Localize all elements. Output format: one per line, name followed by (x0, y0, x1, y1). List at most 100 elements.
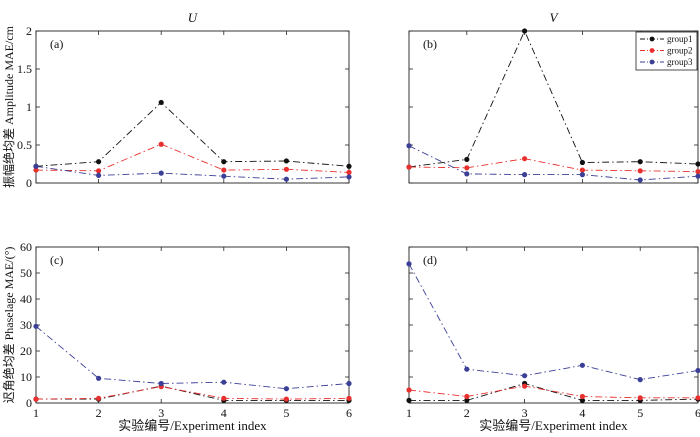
data-point-group3 (346, 174, 352, 180)
series-group3 (406, 261, 700, 383)
data-point-group1 (158, 99, 164, 106)
data-point-group3 (637, 377, 643, 383)
data-point-group2 (695, 169, 700, 175)
data-point-group2 (33, 167, 39, 173)
y-tick-label: 20 (20, 344, 32, 358)
data-point-group1 (695, 161, 700, 167)
data-point-group3 (96, 172, 102, 178)
data-point-group2 (221, 395, 227, 401)
column-title: V (550, 10, 560, 25)
series-line-group1 (36, 385, 349, 401)
y-tick-label: 0 (26, 176, 32, 190)
x-tick-label: 5 (637, 406, 643, 420)
series-line-group2 (408, 158, 699, 173)
panel-label: (d) (423, 253, 437, 267)
data-point-group1 (579, 397, 586, 403)
series-line-group2 (35, 143, 350, 173)
series-group2 (406, 383, 700, 401)
data-point-group2 (522, 156, 528, 162)
series-line-group3 (408, 145, 699, 181)
legend-marker (649, 36, 655, 42)
data-point-group3 (283, 386, 289, 392)
data-point-group1 (96, 159, 102, 165)
x-tick-label: 3 (158, 406, 164, 420)
data-point-group3 (158, 380, 164, 387)
data-point-group2 (579, 393, 586, 400)
y-tick-label: 0.5 (17, 138, 32, 152)
panel-d: 1 2 3 4 5 6 (d) 实验编号/Experiment index (406, 246, 700, 433)
data-point-group3 (33, 323, 39, 329)
data-point-group2 (522, 383, 528, 389)
series-group1 (33, 383, 352, 403)
data-point-group3 (464, 366, 470, 372)
data-point-group3 (221, 173, 227, 179)
x-tick-label: 1 (406, 406, 412, 420)
y-axis-label: 振幅绝均差 Amplitude MAE/cm (1, 25, 16, 188)
panel-label: (b) (423, 37, 437, 51)
data-point-group3 (346, 380, 352, 387)
panel-label: (a) (50, 37, 63, 51)
data-point-group3 (522, 172, 528, 178)
series-group1 (33, 99, 352, 169)
data-point-group1 (637, 159, 643, 165)
y-tick-label: 50 (20, 266, 32, 280)
legend-box (635, 31, 698, 71)
series-group1 (406, 380, 700, 403)
data-point-group2 (346, 395, 352, 401)
panel-c: 0 10 20 30 40 50 60 1 2 3 4 5 6 (c) 实验编号/Experiment in… (1, 240, 352, 433)
series-line-group1 (35, 101, 350, 167)
legend-label: group1 (667, 34, 693, 44)
x-tick-label: 4 (221, 406, 227, 420)
legend-marker (649, 59, 655, 65)
x-tick-label: 6 (695, 406, 700, 420)
data-point-group3 (695, 173, 700, 179)
data-point-group2 (695, 395, 700, 401)
data-point-group1 (346, 163, 352, 169)
x-tick-label: 2 (96, 406, 102, 420)
data-point-group3 (33, 163, 39, 169)
series-group3 (33, 323, 352, 392)
series-line-group2 (35, 386, 350, 400)
data-point-group3 (695, 367, 700, 374)
legend-item-group3: group3 (640, 57, 693, 67)
data-point-group2 (283, 396, 289, 402)
data-point-group3 (637, 177, 643, 183)
y-tick-label: 40 (20, 292, 32, 306)
y-tick-label: 2 (26, 24, 32, 38)
legend-item-group1: group1 (640, 34, 693, 44)
data-point-group2 (96, 395, 102, 401)
series-line-group3 (35, 325, 350, 390)
x-tick-label: 4 (579, 406, 585, 420)
y-tick-label: 1.5 (17, 62, 32, 76)
data-point-group2 (579, 167, 586, 173)
y-tick-label: 10 (20, 370, 32, 384)
panel-a: 0 0.5 1 1.5 2 (a) U 振幅绝均差 Amplitude MAE/cm (1, 10, 352, 190)
data-point-group3 (221, 379, 227, 385)
data-point-group2 (464, 393, 470, 400)
series-line-group1 (409, 383, 699, 401)
legend-marker (649, 48, 655, 53)
series-line-group3 (408, 263, 699, 381)
data-point-group2 (406, 164, 412, 170)
data-point-group3 (579, 172, 586, 178)
data-point-group3 (464, 171, 470, 177)
data-point-group2 (637, 395, 643, 401)
plot-frame (35, 30, 350, 184)
data-point-group2 (406, 387, 412, 393)
data-point-group3 (579, 362, 586, 368)
data-point-group2 (96, 168, 102, 174)
data-point-group1 (522, 28, 528, 34)
x-tick-label: 2 (464, 406, 470, 420)
x-tick-label: 5 (283, 406, 289, 420)
data-point-group1 (464, 156, 470, 163)
x-tick-label: 6 (346, 406, 352, 420)
series-group2 (33, 141, 352, 175)
data-point-group3 (158, 170, 164, 176)
data-point-group1 (406, 397, 412, 403)
series-group2 (33, 384, 352, 402)
data-point-group2 (221, 167, 227, 173)
plot-frame (408, 246, 699, 404)
